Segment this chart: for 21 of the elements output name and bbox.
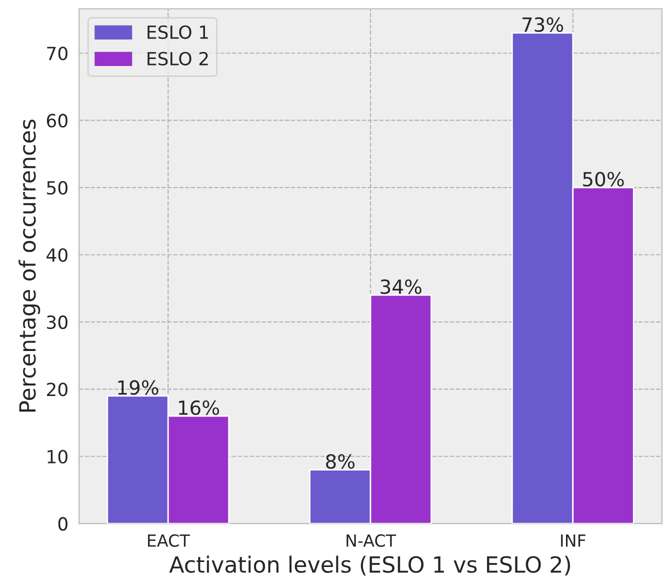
x-tick-label: INF (561, 534, 586, 547)
legend-label: ESLO 1 (148, 25, 208, 39)
legend-label: ESLO 2 (148, 52, 208, 66)
y-tick-label: 40 (46, 248, 68, 262)
y-tick-label: 10 (48, 450, 68, 464)
data-label: 34% (380, 279, 422, 294)
y-tick-label: 50 (47, 181, 68, 195)
y-tick-label: 0 (58, 517, 68, 531)
data-label: 16% (179, 400, 220, 416)
data-label: 19% (118, 380, 158, 395)
y-tick-label: 60 (46, 114, 68, 128)
data-label: 8% (326, 454, 354, 469)
x-axis-title: Activation levels (ESLO 1 vs ESLO 2) (169, 556, 570, 576)
y-axis-title: Percentage of occurrences (18, 120, 40, 412)
data-label: 73% (522, 17, 564, 32)
y-tick-label: 30 (47, 315, 68, 330)
x-tick-label: N-ACT (346, 534, 396, 547)
y-tick-label: 70 (47, 46, 68, 60)
y-tick-label: 20 (46, 382, 68, 396)
data-label: 50% (583, 172, 624, 187)
x-tick-label: EACT (148, 534, 190, 547)
